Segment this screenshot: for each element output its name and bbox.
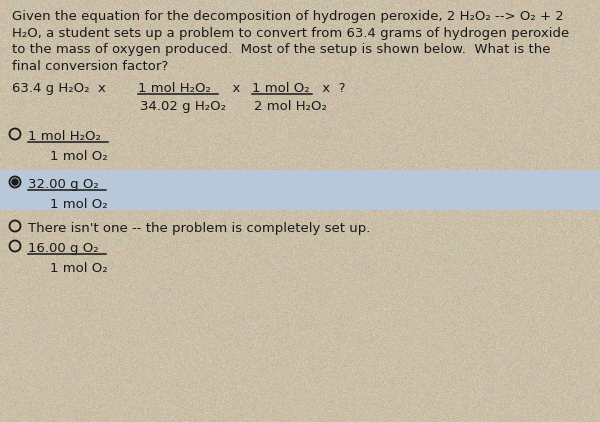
Text: Given the equation for the decomposition of hydrogen peroxide, 2 H₂O₂ --> O₂ + 2: Given the equation for the decomposition… — [12, 10, 564, 23]
Text: 1 mol O₂: 1 mol O₂ — [50, 262, 107, 275]
Circle shape — [12, 179, 18, 185]
Text: H₂O, a student sets up a problem to convert from 63.4 grams of hydrogen peroxide: H₂O, a student sets up a problem to conv… — [12, 27, 569, 40]
Text: x  ?: x ? — [318, 82, 346, 95]
Text: 1 mol O₂: 1 mol O₂ — [50, 198, 107, 211]
Text: 1 mol H₂O₂: 1 mol H₂O₂ — [28, 130, 101, 143]
Text: 32.00 g O₂: 32.00 g O₂ — [28, 178, 99, 191]
Text: 2 mol H₂O₂: 2 mol H₂O₂ — [254, 100, 327, 113]
Text: 16.00 g O₂: 16.00 g O₂ — [28, 242, 98, 255]
Text: There isn't one -- the problem is completely set up.: There isn't one -- the problem is comple… — [28, 222, 370, 235]
Text: final conversion factor?: final conversion factor? — [12, 60, 168, 73]
FancyBboxPatch shape — [0, 170, 600, 210]
Text: 1 mol O₂: 1 mol O₂ — [252, 82, 310, 95]
Text: 1 mol H₂O₂: 1 mol H₂O₂ — [138, 82, 211, 95]
Text: to the mass of oxygen produced.  Most of the setup is shown below.  What is the: to the mass of oxygen produced. Most of … — [12, 43, 551, 56]
Text: x: x — [224, 82, 249, 95]
Text: 34.02 g H₂O₂: 34.02 g H₂O₂ — [140, 100, 226, 113]
Text: 63.4 g H₂O₂  x: 63.4 g H₂O₂ x — [12, 82, 115, 95]
Text: 1 mol O₂: 1 mol O₂ — [50, 150, 107, 163]
